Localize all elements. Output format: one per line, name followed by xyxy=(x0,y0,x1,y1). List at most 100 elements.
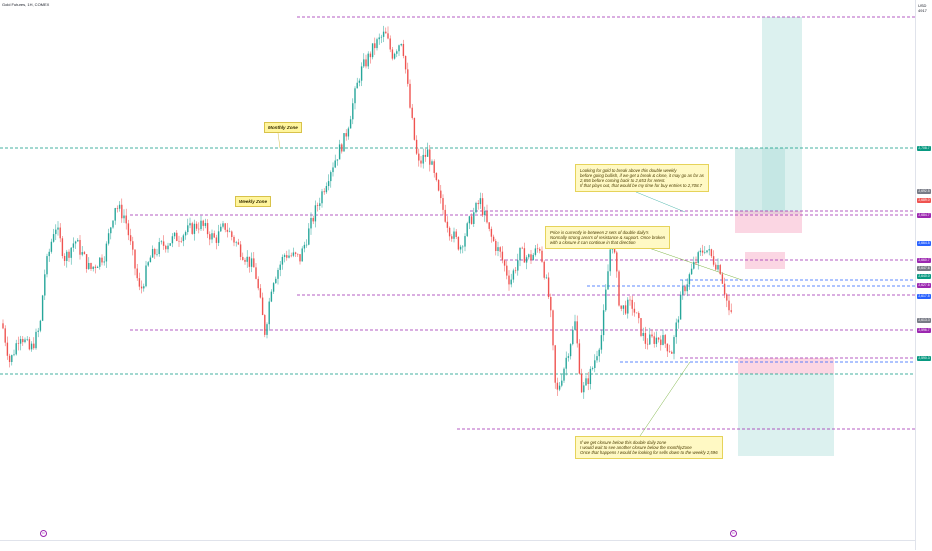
candle-body xyxy=(44,274,46,296)
candle-body xyxy=(261,297,264,316)
note-middle[interactable]: Price is currently in-between 2 sets of … xyxy=(545,226,670,249)
candle-body xyxy=(484,211,486,216)
candle-body xyxy=(308,228,310,245)
candle-body xyxy=(514,270,517,272)
candle-body xyxy=(250,258,253,267)
candle-body xyxy=(616,252,618,272)
candle-body xyxy=(435,172,438,181)
candle-body xyxy=(561,380,563,386)
candle-body xyxy=(127,223,130,236)
candle-body xyxy=(116,208,119,209)
candle-body xyxy=(305,244,308,246)
candle-body xyxy=(655,337,658,344)
candle-body xyxy=(668,351,671,352)
candle-body xyxy=(323,191,325,193)
candle-body xyxy=(479,198,482,205)
candle-body xyxy=(85,254,88,269)
candle-body xyxy=(200,220,202,230)
candle-body xyxy=(4,328,6,343)
candle-body xyxy=(642,332,644,336)
candle-body xyxy=(721,274,724,284)
candle-body xyxy=(387,33,389,39)
monthly-zone-tag[interactable]: Monthly Zone xyxy=(264,122,302,133)
candle-body xyxy=(283,255,286,257)
candle-body xyxy=(556,382,559,390)
candle-body xyxy=(552,310,554,346)
candle-body xyxy=(627,299,629,314)
candle-body xyxy=(422,154,424,164)
candle-body xyxy=(407,69,409,84)
candle-body xyxy=(708,249,710,251)
candle-body xyxy=(136,268,138,279)
event-flag-icon[interactable]: D xyxy=(40,530,47,537)
candle-body xyxy=(145,265,147,287)
candle-body xyxy=(103,261,105,263)
candle-body xyxy=(259,288,262,298)
weekly-zone-tag[interactable]: Weekly Zone xyxy=(235,196,271,207)
candle-body xyxy=(217,231,220,243)
position-zone xyxy=(735,148,785,214)
candle-body xyxy=(151,249,154,258)
candle-body xyxy=(640,318,642,336)
candle-body xyxy=(728,300,730,311)
candle-body xyxy=(367,53,369,67)
candle-body xyxy=(622,305,625,309)
candle-body xyxy=(598,349,600,357)
event-flag-icon[interactable]: D xyxy=(730,530,737,537)
candle-body xyxy=(68,251,70,258)
candle-body xyxy=(453,231,455,239)
note-bottom[interactable]: If we get closure below this double dail… xyxy=(575,436,723,459)
candle-body xyxy=(312,217,314,222)
candle-body xyxy=(426,149,429,157)
candle-body xyxy=(244,259,246,262)
candle-body xyxy=(347,128,350,137)
candle-body xyxy=(710,249,713,257)
candle-body xyxy=(442,198,444,210)
candle-body xyxy=(30,343,33,350)
candle-body xyxy=(57,227,59,230)
candle-body xyxy=(19,338,22,344)
candle-body xyxy=(572,329,574,345)
candle-body xyxy=(198,228,200,230)
candle-body xyxy=(701,250,704,253)
candle-body xyxy=(39,320,42,331)
candle-body xyxy=(6,342,9,356)
candle-body xyxy=(609,249,611,272)
candle-body xyxy=(327,181,330,187)
candle-body xyxy=(378,37,380,40)
candle-body xyxy=(682,286,684,295)
candle-body xyxy=(246,256,248,262)
candle-body xyxy=(666,343,669,352)
candle-body xyxy=(24,339,26,343)
candle-body xyxy=(226,229,229,232)
candle-body xyxy=(679,294,682,320)
candle-body xyxy=(193,223,196,234)
candle-body xyxy=(413,117,416,140)
candle-body xyxy=(528,254,530,258)
candle-body xyxy=(473,212,475,224)
candle-body xyxy=(118,204,121,209)
candle-body xyxy=(512,270,515,280)
candle-body xyxy=(431,161,433,165)
candle-body xyxy=(59,227,61,239)
candle-body xyxy=(365,59,367,67)
candle-body xyxy=(83,252,86,255)
candle-body xyxy=(638,313,640,319)
candle-body xyxy=(154,249,156,255)
time-axis[interactable] xyxy=(0,540,915,551)
currency-label: USD 4917 xyxy=(918,3,927,13)
candle-body xyxy=(255,267,257,279)
candle-body xyxy=(620,305,622,309)
candle-body xyxy=(391,49,394,59)
note-top[interactable]: Looking for gold to break above this dou… xyxy=(575,164,709,192)
candle-body xyxy=(184,232,187,236)
candle-body xyxy=(292,252,295,256)
candle-body xyxy=(587,378,589,385)
candle-body xyxy=(336,159,339,161)
candle-body xyxy=(629,299,631,301)
position-zone xyxy=(735,211,802,233)
candle-body xyxy=(492,236,495,241)
candle-body xyxy=(28,339,31,350)
